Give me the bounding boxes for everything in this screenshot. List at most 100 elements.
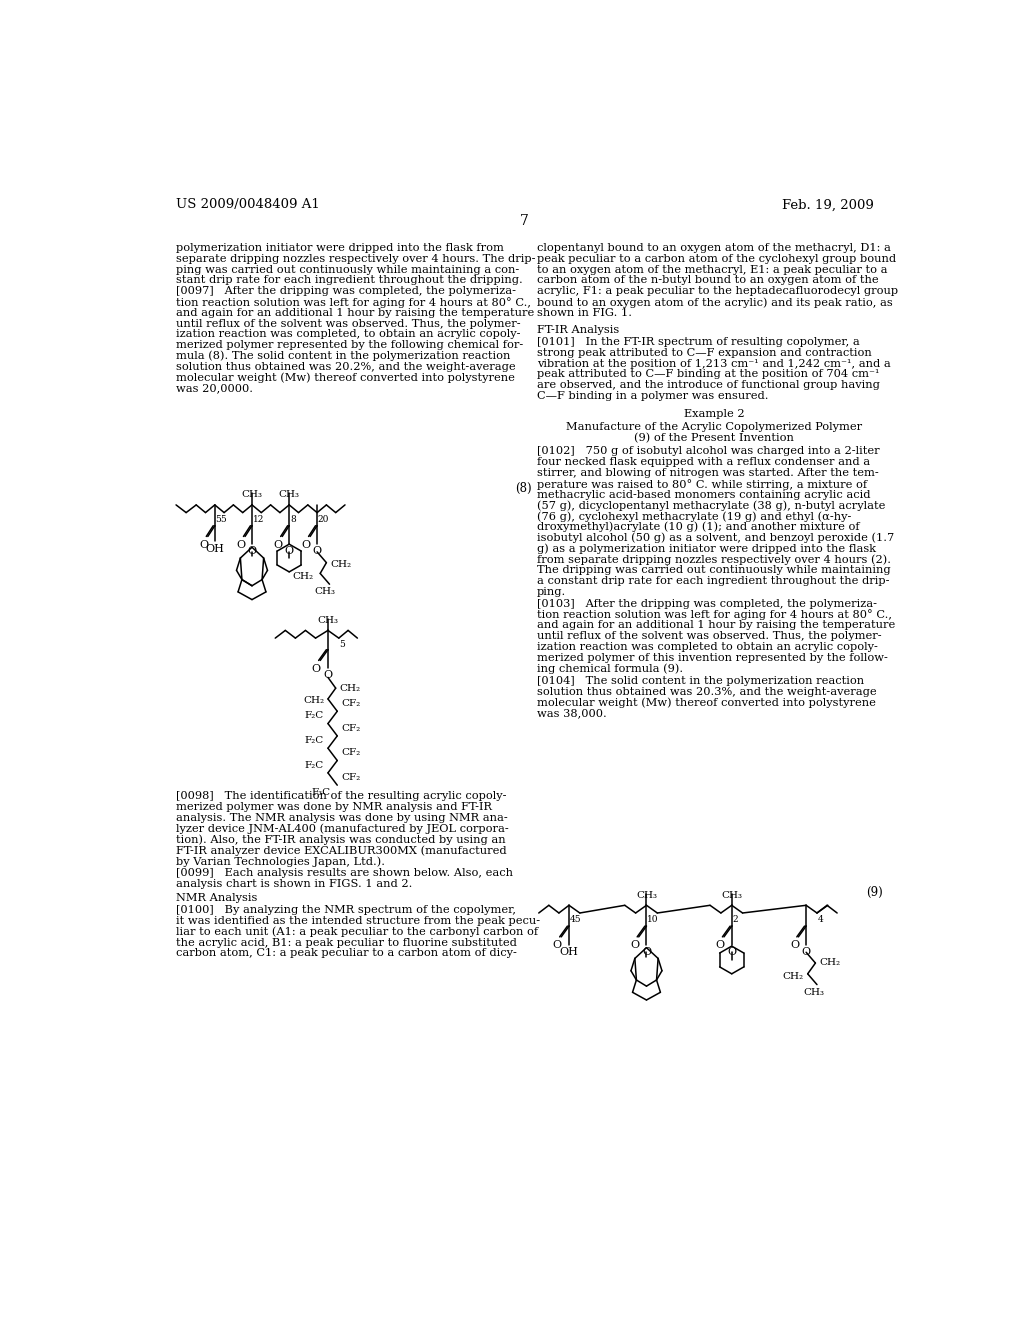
Text: analysis chart is shown in FIGS. 1 and 2.: analysis chart is shown in FIGS. 1 and 2…: [176, 879, 413, 890]
Text: [0098]   The identification of the resulting acrylic copoly-: [0098] The identification of the resulti…: [176, 792, 507, 801]
Text: [0101]   In the FT-IR spectrum of resulting copolymer, a: [0101] In the FT-IR spectrum of resultin…: [538, 337, 860, 347]
Text: CH₃: CH₃: [242, 490, 262, 499]
Text: O: O: [273, 540, 283, 549]
Text: was 20,0000.: was 20,0000.: [176, 383, 253, 393]
Text: CH₂: CH₂: [331, 560, 351, 569]
Text: [0102]   750 g of isobutyl alcohol was charged into a 2-liter: [0102] 750 g of isobutyl alcohol was cha…: [538, 446, 880, 457]
Text: peak attributed to C—F binding at the position of 704 cm⁻¹: peak attributed to C—F binding at the po…: [538, 370, 880, 379]
Text: [0099]   Each analysis results are shown below. Also, each: [0099] Each analysis results are shown b…: [176, 869, 513, 878]
Text: ing chemical formula (9).: ing chemical formula (9).: [538, 664, 683, 675]
Text: four necked flask equipped with a reflux condenser and a: four necked flask equipped with a reflux…: [538, 457, 870, 467]
Text: O: O: [311, 664, 321, 673]
Text: bound to an oxygen atom of the acrylic) and its peak ratio, as: bound to an oxygen atom of the acrylic) …: [538, 297, 893, 308]
Text: [0097]   After the dripping was completed, the polymeriza-: [0097] After the dripping was completed,…: [176, 286, 516, 296]
Text: OH: OH: [559, 946, 579, 957]
Text: 10: 10: [647, 915, 658, 924]
Text: molecular weight (Mw) thereof converted into polystyrene: molecular weight (Mw) thereof converted …: [176, 372, 515, 383]
Text: and again for an additional 1 hour by raising the temperature: and again for an additional 1 hour by ra…: [538, 620, 895, 631]
Text: O: O: [248, 546, 257, 557]
Text: [0100]   By analyzing the NMR spectrum of the copolymer,: [0100] By analyzing the NMR spectrum of …: [176, 906, 516, 915]
Text: F₂C: F₂C: [305, 760, 324, 770]
Text: 12: 12: [253, 515, 264, 524]
Text: it was identified as the intended structure from the peak pecu-: it was identified as the intended struct…: [176, 916, 541, 927]
Text: CF₂: CF₂: [341, 700, 360, 708]
Text: (57 g), dicyclopentanyl methacrylate (38 g), n-butyl acrylate: (57 g), dicyclopentanyl methacrylate (38…: [538, 500, 886, 511]
Text: (76 g), cyclohexyl methacrylate (19 g) and ethyl (α-hy-: (76 g), cyclohexyl methacrylate (19 g) a…: [538, 511, 852, 521]
Text: the acrylic acid, B1: a peak peculiar to fluorine substituted: the acrylic acid, B1: a peak peculiar to…: [176, 937, 517, 948]
Text: CF₂: CF₂: [341, 723, 360, 733]
Text: O: O: [302, 540, 311, 549]
Text: a constant drip rate for each ingredient throughout the drip-: a constant drip rate for each ingredient…: [538, 576, 890, 586]
Text: ping was carried out continuously while maintaining a con-: ping was carried out continuously while …: [176, 264, 519, 275]
Text: CH₂: CH₂: [819, 958, 841, 968]
Text: until reflux of the solvent was observed. Thus, the polymer-: until reflux of the solvent was observed…: [176, 318, 520, 329]
Text: mula (8). The solid content in the polymerization reaction: mula (8). The solid content in the polym…: [176, 351, 510, 362]
Text: O: O: [642, 946, 651, 957]
Text: The dripping was carried out continuously while maintaining: The dripping was carried out continuousl…: [538, 565, 891, 576]
Text: merized polymer represented by the following chemical for-: merized polymer represented by the follo…: [176, 341, 523, 350]
Text: CH₂: CH₂: [782, 973, 803, 981]
Text: O: O: [802, 946, 811, 957]
Text: merized polymer of this invention represented by the follow-: merized polymer of this invention repres…: [538, 653, 888, 663]
Text: F₂C: F₂C: [305, 737, 324, 744]
Text: isobutyl alcohol (50 g) as a solvent, and benzoyl peroxide (1.7: isobutyl alcohol (50 g) as a solvent, an…: [538, 533, 894, 544]
Text: g) as a polymerization initiator were dripped into the flask: g) as a polymerization initiator were dr…: [538, 544, 877, 554]
Text: O: O: [237, 540, 246, 549]
Text: from separate dripping nozzles respectively over 4 hours (2).: from separate dripping nozzles respectiv…: [538, 554, 891, 565]
Text: stirrer, and blowing of nitrogen was started. After the tem-: stirrer, and blowing of nitrogen was sta…: [538, 469, 879, 478]
Text: carbon atom, C1: a peak peculiar to a carbon atom of dicy-: carbon atom, C1: a peak peculiar to a ca…: [176, 949, 517, 958]
Text: ization reaction was completed, to obtain an acrylic copoly-: ization reaction was completed, to obtai…: [176, 330, 520, 339]
Text: merized polymer was done by NMR analysis and FT-IR: merized polymer was done by NMR analysis…: [176, 803, 493, 812]
Text: FT-IR analyzer device EXCALIBUR300MX (manufactured: FT-IR analyzer device EXCALIBUR300MX (ma…: [176, 845, 507, 855]
Text: CH₃: CH₃: [636, 891, 657, 900]
Text: ping.: ping.: [538, 586, 566, 597]
Text: CH₃: CH₃: [314, 587, 335, 597]
Text: OH: OH: [206, 544, 224, 554]
Text: CF₂: CF₂: [341, 774, 360, 781]
Text: to an oxygen atom of the methacryl, E1: a peak peculiar to a: to an oxygen atom of the methacryl, E1: …: [538, 264, 888, 275]
Text: O: O: [312, 546, 322, 557]
Text: tion reaction solution was left for aging for 4 hours at 80° C.,: tion reaction solution was left for agin…: [176, 297, 531, 308]
Text: 20: 20: [317, 515, 330, 524]
Text: [0103]   After the dripping was completed, the polymeriza-: [0103] After the dripping was completed,…: [538, 599, 878, 609]
Text: 4: 4: [818, 915, 823, 924]
Text: [0104]   The solid content in the polymerization reaction: [0104] The solid content in the polymeri…: [538, 676, 864, 686]
Text: 45: 45: [569, 915, 582, 924]
Text: clopentanyl bound to an oxygen atom of the methacryl, D1: a: clopentanyl bound to an oxygen atom of t…: [538, 243, 891, 253]
Text: solution thus obtained was 20.3%, and the weight-average: solution thus obtained was 20.3%, and th…: [538, 686, 877, 697]
Text: O: O: [716, 940, 725, 950]
Text: vibration at the position of 1,213 cm⁻¹ and 1,242 cm⁻¹, and a: vibration at the position of 1,213 cm⁻¹ …: [538, 359, 891, 368]
Text: (9): (9): [866, 886, 883, 899]
Text: droxymethyl)acrylate (10 g) (1); and another mixture of: droxymethyl)acrylate (10 g) (1); and ano…: [538, 521, 860, 532]
Text: peak peculiar to a carbon atom of the cyclohexyl group bound: peak peculiar to a carbon atom of the cy…: [538, 253, 896, 264]
Text: was 38,000.: was 38,000.: [538, 708, 607, 718]
Text: by Varian Technologies Japan, Ltd.).: by Varian Technologies Japan, Ltd.).: [176, 857, 385, 867]
Text: O: O: [631, 940, 639, 950]
Text: separate dripping nozzles respectively over 4 hours. The drip-: separate dripping nozzles respectively o…: [176, 253, 536, 264]
Text: O: O: [553, 940, 562, 950]
Text: US 2009/0048409 A1: US 2009/0048409 A1: [176, 198, 319, 211]
Text: carbon atom of the n-butyl bound to an oxygen atom of the: carbon atom of the n-butyl bound to an o…: [538, 276, 879, 285]
Text: analysis. The NMR analysis was done by using NMR ana-: analysis. The NMR analysis was done by u…: [176, 813, 508, 822]
Text: F₂C: F₂C: [305, 711, 324, 721]
Text: are observed, and the introduce of functional group having: are observed, and the introduce of funct…: [538, 380, 880, 391]
Text: CH₂: CH₂: [303, 696, 324, 705]
Text: 7: 7: [520, 214, 529, 228]
Text: O: O: [727, 946, 736, 957]
Text: polymerization initiator were dripped into the flask from: polymerization initiator were dripped in…: [176, 243, 504, 253]
Text: molecular weight (Mw) thereof converted into polystyrene: molecular weight (Mw) thereof converted …: [538, 697, 877, 708]
Text: 55: 55: [216, 515, 227, 524]
Text: Example 2: Example 2: [684, 409, 744, 420]
Text: O: O: [200, 540, 209, 549]
Text: (9) of the Present Invention: (9) of the Present Invention: [634, 433, 794, 442]
Text: lyzer device JNM-AL400 (manufactured by JEOL corpora-: lyzer device JNM-AL400 (manufactured by …: [176, 824, 509, 834]
Text: liar to each unit (A1: a peak peculiar to the carbonyl carbon of: liar to each unit (A1: a peak peculiar t…: [176, 927, 539, 937]
Text: O: O: [324, 671, 333, 680]
Text: methacrylic acid-based monomers containing acrylic acid: methacrylic acid-based monomers containi…: [538, 490, 870, 499]
Text: CF₂: CF₂: [341, 748, 360, 758]
Text: NMR Analysis: NMR Analysis: [176, 892, 257, 903]
Text: shown in FIG. 1.: shown in FIG. 1.: [538, 308, 632, 318]
Text: 5: 5: [340, 640, 345, 649]
Text: O: O: [790, 940, 799, 950]
Text: and again for an additional 1 hour by raising the temperature: and again for an additional 1 hour by ra…: [176, 308, 535, 318]
